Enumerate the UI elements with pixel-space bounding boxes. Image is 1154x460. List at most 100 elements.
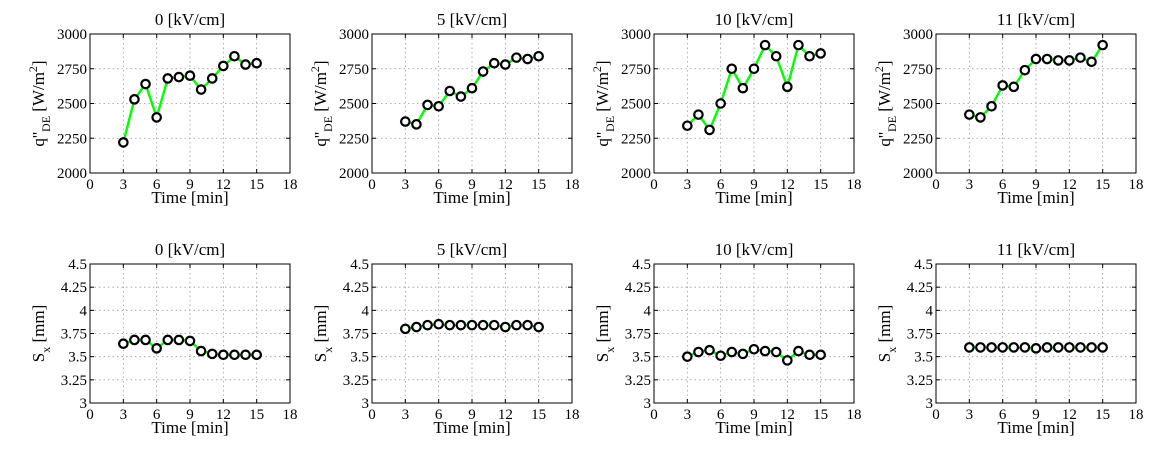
x-tick-label: 6 <box>153 177 161 193</box>
y-tick-label: 3.75 <box>61 327 87 343</box>
data-point <box>1041 53 1053 65</box>
y-tick-label: 4.25 <box>61 280 87 296</box>
data-point <box>782 81 793 93</box>
panel-title: 11 [kV/cm] <box>997 240 1075 259</box>
y-tick-label: 2500 <box>339 97 369 113</box>
data-point <box>511 319 522 331</box>
data-point <box>1030 53 1042 65</box>
data-point <box>737 348 749 360</box>
data-point <box>748 63 760 75</box>
data-point <box>715 350 726 362</box>
data-point <box>455 91 467 102</box>
x-tick-label: 18 <box>283 407 298 423</box>
data-point <box>533 50 544 62</box>
panel-title: 5 [kV/cm] <box>437 240 507 259</box>
y-tick-label: 3.25 <box>343 373 369 389</box>
data-point <box>682 351 693 362</box>
x-tick-label: 3 <box>402 177 410 193</box>
data-point <box>206 73 218 84</box>
data-point <box>411 119 422 130</box>
x-tick-label: 15 <box>531 177 546 193</box>
x-tick-label: 3 <box>402 407 410 423</box>
y-tick-label: 3.25 <box>61 373 87 389</box>
x-tick-label: 0 <box>86 177 94 193</box>
x-tick-label: 6 <box>435 177 443 193</box>
data-point <box>759 345 771 357</box>
data-point <box>433 100 444 112</box>
data-point <box>466 82 478 94</box>
data-point <box>195 345 207 357</box>
data-point <box>488 57 500 69</box>
y-tick-label: 4 <box>362 303 370 319</box>
data-point <box>726 346 738 358</box>
y-tick-label: 4.5 <box>350 257 369 273</box>
y-axis-label: q''DE [W/m2] <box>872 60 899 146</box>
x-tick-label: 12 <box>216 177 231 193</box>
data-point <box>488 319 500 331</box>
panel-1: 0 3 6 9 12 15 18 2000 2250 2500 2750 3000 0 [kV/cm] T… <box>26 10 298 207</box>
x-tick-label: 18 <box>565 177 580 193</box>
x-tick-label: 0 <box>86 407 94 423</box>
data-point <box>693 346 704 358</box>
data-point <box>511 52 522 63</box>
x-axis-label: Time [min] <box>151 188 228 207</box>
x-tick-label: 9 <box>468 407 476 423</box>
y-tick-label: 3000 <box>339 27 369 43</box>
x-tick-label: 3 <box>120 177 128 193</box>
y-tick-label: 4.5 <box>914 257 933 273</box>
y-tick-label: 2750 <box>903 62 933 78</box>
y-axis-label: q''DE [W/m2] <box>26 60 53 146</box>
data-point <box>1052 55 1064 66</box>
data-point <box>804 349 815 361</box>
y-tick-label: 3 <box>644 396 652 412</box>
panel-title: 10 [kV/cm] <box>715 240 794 259</box>
y-tick-label: 2750 <box>57 62 87 78</box>
data-point <box>500 321 511 333</box>
panel-title: 5 [kV/cm] <box>437 10 507 29</box>
data-point <box>986 100 997 112</box>
data-point <box>1030 343 1042 354</box>
panel-title: 10 [kV/cm] <box>715 10 794 29</box>
data-point <box>140 78 151 90</box>
x-tick-label: 18 <box>847 407 862 423</box>
x-tick-label: 0 <box>932 177 940 193</box>
data-point <box>151 343 162 354</box>
y-tick-label: 3000 <box>903 27 933 43</box>
data-point <box>975 112 986 123</box>
data-point <box>1086 56 1097 68</box>
y-tick-label: 3.75 <box>625 327 651 343</box>
data-point <box>195 84 207 95</box>
data-point <box>704 124 715 136</box>
data-point <box>140 334 151 346</box>
data-point <box>1019 342 1031 353</box>
data-point <box>444 319 456 331</box>
data-point <box>1008 81 1020 93</box>
data-point <box>477 66 489 77</box>
x-tick-label: 18 <box>1129 177 1144 193</box>
x-tick-label: 6 <box>153 407 161 423</box>
y-tick-label: 3 <box>362 396 370 412</box>
x-tick-label: 18 <box>565 407 580 423</box>
data-point <box>251 57 262 69</box>
y-tick-label: 2500 <box>621 97 651 113</box>
y-tick-label: 2000 <box>339 166 369 182</box>
y-tick-label: 2000 <box>903 166 933 182</box>
data-point <box>162 334 174 346</box>
x-tick-label: 12 <box>498 177 513 193</box>
data-point <box>815 349 826 361</box>
panel-title: 0 [kV/cm] <box>155 10 225 29</box>
data-point <box>400 116 411 127</box>
data-point <box>522 53 533 65</box>
y-tick-label: 4.25 <box>907 280 933 296</box>
y-tick-label: 3.5 <box>914 350 933 366</box>
y-tick-label: 2500 <box>903 97 933 113</box>
x-tick-label: 15 <box>813 177 828 193</box>
y-axis-label: q''DE [W/m2] <box>308 60 335 146</box>
x-axis-label: Time [min] <box>715 188 792 207</box>
data-point <box>1075 52 1086 63</box>
y-tick-label: 4.25 <box>625 280 651 296</box>
y-tick-label: 4.5 <box>68 257 87 273</box>
data-point <box>964 342 975 353</box>
